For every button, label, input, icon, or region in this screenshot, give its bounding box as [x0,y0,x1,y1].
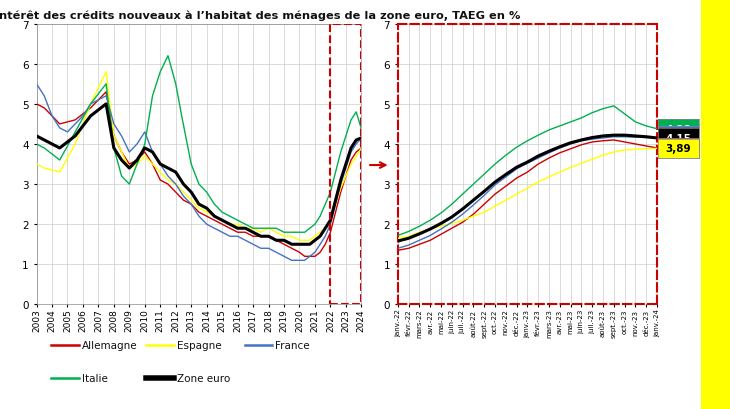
Text: Allemagne: Allemagne [82,341,137,351]
Text: G5 – Taux d’intérêt des crédits nouveaux à l’habitat des ménages de la zone euro: G5 – Taux d’intérêt des crédits nouveaux… [0,10,520,21]
Text: 4,20: 4,20 [666,132,691,142]
Text: Zone euro: Zone euro [177,373,230,383]
Text: 4,38: 4,38 [666,124,691,135]
Text: 4,15: 4,15 [666,134,691,144]
Text: Italie: Italie [82,373,107,383]
Text: 3,89: 3,89 [666,144,691,154]
Text: 3,90: 3,90 [666,144,691,154]
Bar [331,25,361,305]
Text: France: France [275,341,310,351]
Text: Espagne: Espagne [177,341,221,351]
